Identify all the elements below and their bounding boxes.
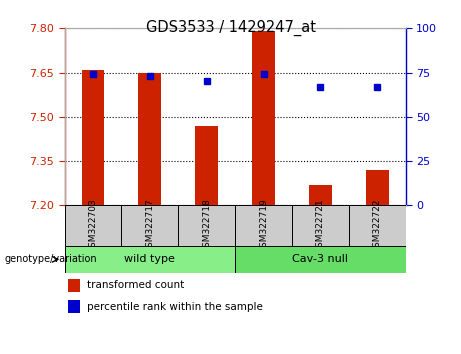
Bar <box>68 300 80 313</box>
Text: genotype/variation: genotype/variation <box>5 254 97 264</box>
Bar <box>68 279 80 292</box>
Text: percentile rank within the sample: percentile rank within the sample <box>87 302 263 312</box>
Bar <box>65 246 235 273</box>
Bar <box>252 31 275 205</box>
Bar <box>65 205 121 246</box>
Text: GDS3533 / 1429247_at: GDS3533 / 1429247_at <box>146 19 315 36</box>
Text: GSM322703: GSM322703 <box>89 198 97 253</box>
Bar <box>309 185 332 205</box>
Text: GSM322717: GSM322717 <box>145 198 154 253</box>
Bar <box>292 205 349 246</box>
Text: Cav-3 null: Cav-3 null <box>292 254 349 264</box>
Text: GSM322722: GSM322722 <box>373 199 382 253</box>
Text: wild type: wild type <box>124 254 175 264</box>
Text: transformed count: transformed count <box>87 280 184 291</box>
Bar <box>195 126 218 205</box>
Text: GSM322721: GSM322721 <box>316 198 325 253</box>
Text: GSM322718: GSM322718 <box>202 198 211 253</box>
Bar <box>121 205 178 246</box>
Bar <box>349 205 406 246</box>
Bar <box>178 205 235 246</box>
Bar <box>235 205 292 246</box>
Bar <box>366 170 389 205</box>
Text: GSM322719: GSM322719 <box>259 198 268 253</box>
Bar <box>138 73 161 205</box>
Bar <box>82 70 104 205</box>
Bar <box>235 246 406 273</box>
